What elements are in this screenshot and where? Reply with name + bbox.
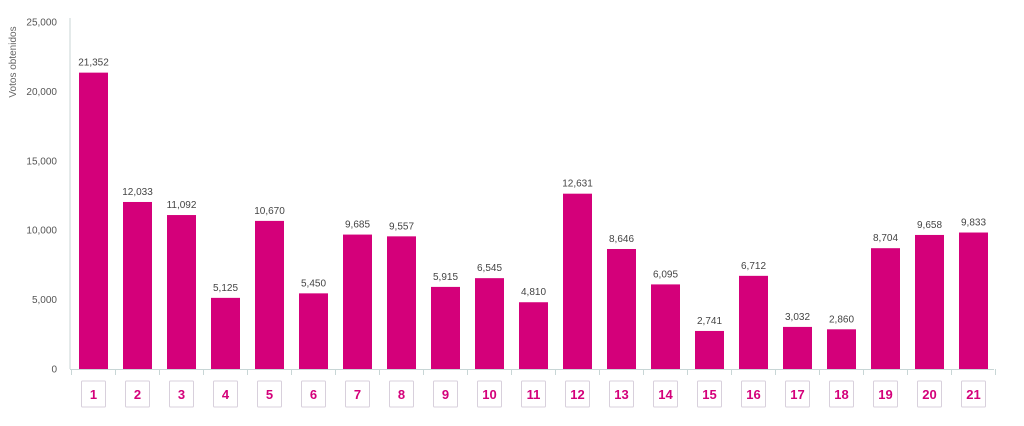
bar-value-label: 5,450 (301, 278, 326, 289)
bar-value-label: 6,545 (477, 263, 502, 274)
x-tick-label: 3 (178, 387, 185, 402)
bar[interactable] (607, 248, 636, 369)
x-tick-label: 13 (614, 387, 628, 402)
bar-value-label: 9,658 (917, 220, 942, 231)
x-tick-label: 14 (658, 387, 673, 402)
bar-value-label: 5,125 (213, 283, 238, 294)
bar[interactable] (475, 278, 504, 369)
y-tick-label: 20,000 (26, 87, 57, 98)
x-category-box[interactable] (653, 380, 678, 408)
x-category-box[interactable] (477, 380, 502, 408)
y-axis: 0 5,000 10,000 15,000 20,000 25,000 (26, 18, 71, 376)
x-axis: 1 2 3 4 5 6 7 8 9 10 11 12 13 14 15 16 17 18 19 20 21 (70, 369, 996, 408)
x-category-box[interactable] (301, 380, 326, 408)
bar[interactable] (387, 236, 416, 369)
bar[interactable] (783, 326, 812, 369)
x-tick-label: 9 (442, 387, 449, 402)
bar[interactable] (563, 193, 592, 369)
x-tick-label: 17 (790, 387, 804, 402)
x-category-box[interactable] (433, 380, 458, 408)
bar-value-label: 9,685 (345, 220, 370, 231)
bar[interactable] (519, 302, 548, 369)
bar-value-label: 9,557 (389, 221, 414, 232)
x-category-box[interactable] (125, 380, 150, 408)
x-category-box[interactable] (565, 380, 590, 408)
bar-value-label: 12,631 (562, 179, 593, 190)
bar-value-label: 6,095 (653, 269, 678, 280)
bar-value-label: 8,704 (873, 233, 898, 244)
x-tick-label: 16 (746, 387, 760, 402)
bar-value-label: 4,810 (521, 287, 546, 298)
bar[interactable] (695, 330, 724, 369)
x-tick-label: 18 (834, 387, 848, 402)
x-category-box[interactable] (697, 380, 722, 408)
bars-group: 21,352 12,033 11,092 5,125 10,670 5,450 9,685 9… (78, 58, 988, 369)
bar-value-label: 9,833 (961, 218, 986, 229)
bar[interactable] (123, 201, 152, 369)
bar-value-label: 6,712 (741, 261, 766, 272)
x-category-box[interactable] (917, 380, 942, 408)
x-tick-label: 10 (482, 387, 496, 402)
x-category-box[interactable] (873, 380, 898, 408)
bar-value-label: 2,860 (829, 314, 854, 325)
x-tick-label: 12 (570, 387, 584, 402)
y-tick-label: 10,000 (26, 226, 57, 237)
bar-value-label: 5,915 (433, 272, 458, 283)
x-tick-label: 1 (90, 387, 97, 402)
y-tick-label: 25,000 (26, 18, 57, 29)
x-tick-label: 15 (702, 387, 716, 402)
x-category-box[interactable] (389, 380, 414, 408)
bar[interactable] (431, 286, 460, 369)
x-tick-label: 11 (527, 387, 541, 402)
bar[interactable] (739, 275, 768, 369)
bar[interactable] (79, 72, 108, 369)
x-tick-label: 4 (222, 387, 230, 402)
x-tick-label: 20 (922, 387, 936, 402)
x-category-box[interactable] (829, 380, 854, 408)
bar-value-label: 3,032 (785, 312, 810, 323)
bar-value-label: 11,092 (167, 200, 197, 211)
bar-value-label: 21,352 (78, 58, 109, 69)
bar[interactable] (651, 284, 680, 369)
bar[interactable] (299, 293, 328, 369)
x-category-box[interactable] (257, 380, 282, 408)
x-category-box[interactable] (785, 380, 810, 408)
x-category-box[interactable] (521, 380, 546, 408)
bar-value-label: 2,741 (697, 316, 722, 327)
bar[interactable] (211, 297, 240, 369)
x-category-box[interactable] (169, 380, 194, 408)
bar[interactable] (959, 232, 988, 369)
y-tick-label: 5,000 (32, 295, 57, 306)
bar-value-label: 12,033 (122, 187, 153, 198)
x-tick-label: 7 (354, 387, 361, 402)
bar[interactable] (255, 220, 284, 369)
x-category-box[interactable] (741, 380, 766, 408)
x-tick-label: 8 (398, 387, 405, 402)
y-tick-label: 15,000 (26, 156, 57, 167)
x-category-box[interactable] (609, 380, 634, 408)
y-tick-label: 0 (51, 365, 57, 376)
bar[interactable] (343, 234, 372, 369)
x-tick-label: 21 (966, 387, 980, 402)
x-category-box[interactable] (345, 380, 370, 408)
x-tick-label: 5 (266, 387, 273, 402)
x-tick-label: 6 (310, 387, 317, 402)
x-tick-label: 2 (134, 387, 141, 402)
bar[interactable] (915, 234, 944, 369)
bar-value-label: 10,670 (254, 206, 285, 217)
bar[interactable] (167, 215, 196, 369)
x-category-box[interactable] (213, 380, 238, 408)
bar-value-label: 8,646 (609, 234, 634, 245)
bar[interactable] (871, 248, 900, 369)
x-category-box[interactable] (81, 380, 106, 408)
x-category-box[interactable] (961, 380, 986, 408)
y-axis-label: Votos obtenidos (8, 26, 19, 97)
x-tick-label: 19 (878, 387, 892, 402)
bar[interactable] (827, 329, 856, 369)
